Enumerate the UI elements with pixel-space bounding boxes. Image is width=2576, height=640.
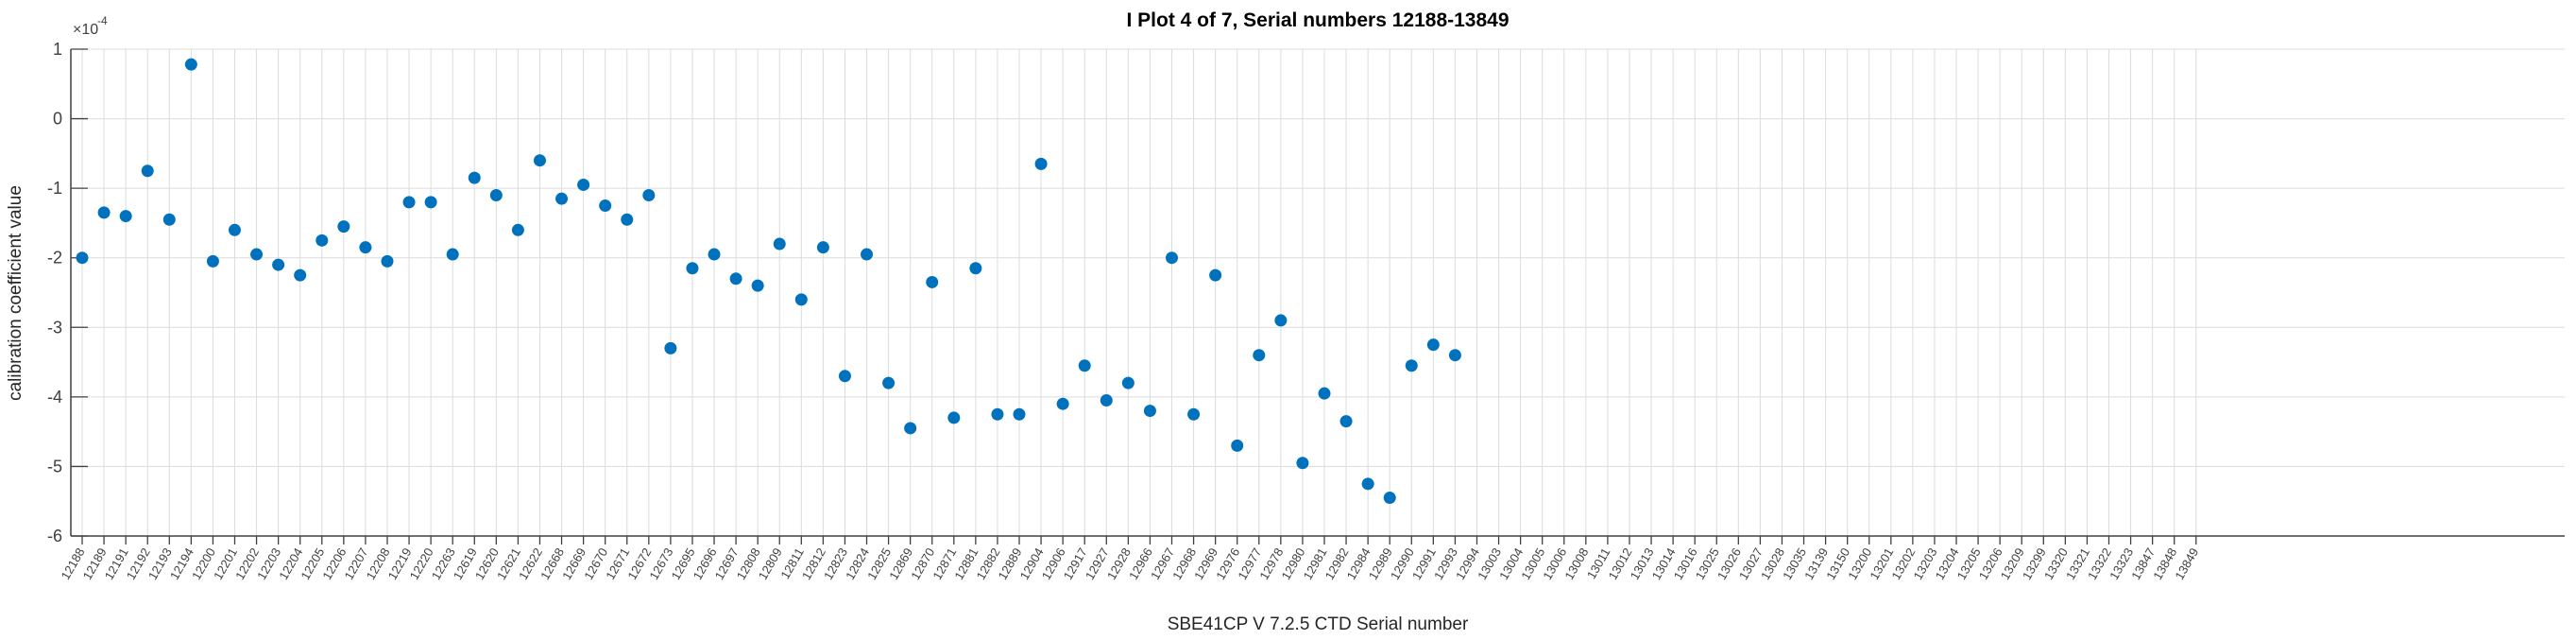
- data-point: [228, 223, 241, 236]
- data-point: [1231, 439, 1244, 452]
- chart-title: I Plot 4 of 7, Serial numbers 12188-1384…: [1126, 9, 1509, 31]
- data-point: [577, 178, 590, 191]
- data-point: [838, 370, 851, 383]
- data-point: [794, 293, 808, 306]
- y-tick-label: 0: [53, 110, 62, 129]
- data-point: [642, 189, 656, 201]
- y-tick-label: -4: [47, 388, 62, 406]
- data-point: [294, 268, 307, 282]
- y-tick-label: -6: [47, 527, 62, 545]
- tick-labels: 10-1-2-3-4-5-612188121891219112192121931…: [47, 40, 2201, 582]
- data-point: [141, 164, 154, 178]
- data-point: [381, 254, 394, 268]
- gridlines: [71, 48, 2565, 537]
- data-point: [1100, 394, 1113, 407]
- data-point: [250, 248, 264, 261]
- data-point: [1253, 349, 1266, 362]
- data-point: [511, 223, 524, 236]
- data-point: [1296, 457, 1309, 470]
- y-tick-label: -2: [47, 249, 62, 268]
- data-point: [1383, 492, 1396, 505]
- data-point: [489, 189, 503, 201]
- data-point: [904, 422, 917, 435]
- data-point: [1034, 157, 1048, 170]
- data-point: [816, 241, 829, 254]
- data-point: [1448, 349, 1461, 362]
- data-point: [359, 241, 372, 254]
- data-point: [1143, 405, 1156, 418]
- data-point: [1166, 251, 1178, 265]
- data-point: [729, 272, 742, 285]
- data-point: [1339, 415, 1353, 428]
- data-point: [599, 199, 612, 213]
- data-point: [1405, 359, 1418, 372]
- data-point: [1056, 397, 1069, 410]
- data-point: [76, 251, 89, 265]
- data-point: [272, 258, 285, 271]
- data-point: [119, 210, 132, 223]
- data-points: [76, 58, 1461, 505]
- data-point: [664, 341, 677, 355]
- data-point: [468, 171, 481, 184]
- data-point: [555, 192, 569, 205]
- data-point: [402, 196, 416, 209]
- y-tick-label: -5: [47, 457, 62, 476]
- y-axis-label: calibration coefficient value: [6, 185, 26, 401]
- x-axis-label: SBE41CP V 7.2.5 CTD Serial number: [1168, 614, 1469, 634]
- data-point: [1013, 407, 1026, 421]
- data-point: [206, 254, 219, 268]
- data-point: [1209, 268, 1222, 282]
- axes: [70, 48, 2565, 545]
- data-point: [686, 262, 699, 275]
- data-point: [424, 196, 437, 209]
- data-point: [1078, 359, 1091, 372]
- data-point: [708, 248, 721, 261]
- data-point: [751, 279, 764, 292]
- data-point: [1187, 407, 1201, 421]
- data-point: [991, 407, 1004, 421]
- data-point: [861, 248, 874, 261]
- data-point: [926, 275, 939, 288]
- data-point: [446, 248, 459, 261]
- y-axis-offset-exponent: -4: [97, 14, 108, 27]
- data-point: [337, 220, 350, 234]
- data-point: [533, 154, 546, 167]
- data-point: [1318, 387, 1331, 400]
- data-point: [162, 213, 176, 226]
- data-point: [316, 234, 329, 247]
- y-tick-label: 1: [53, 40, 62, 59]
- data-point: [97, 206, 111, 219]
- data-point: [947, 411, 961, 424]
- data-point: [1361, 477, 1374, 491]
- data-point: [1426, 338, 1440, 352]
- y-tick-label: -3: [47, 318, 62, 337]
- y-axis-offset-multiplier: ×10: [73, 22, 98, 38]
- data-point: [184, 58, 197, 71]
- data-point: [882, 376, 896, 389]
- data-point: [969, 262, 982, 275]
- y-tick-label: -1: [47, 179, 62, 198]
- data-point: [1121, 376, 1134, 389]
- data-point: [621, 213, 634, 226]
- data-point: [773, 237, 786, 251]
- data-point: [1274, 314, 1288, 327]
